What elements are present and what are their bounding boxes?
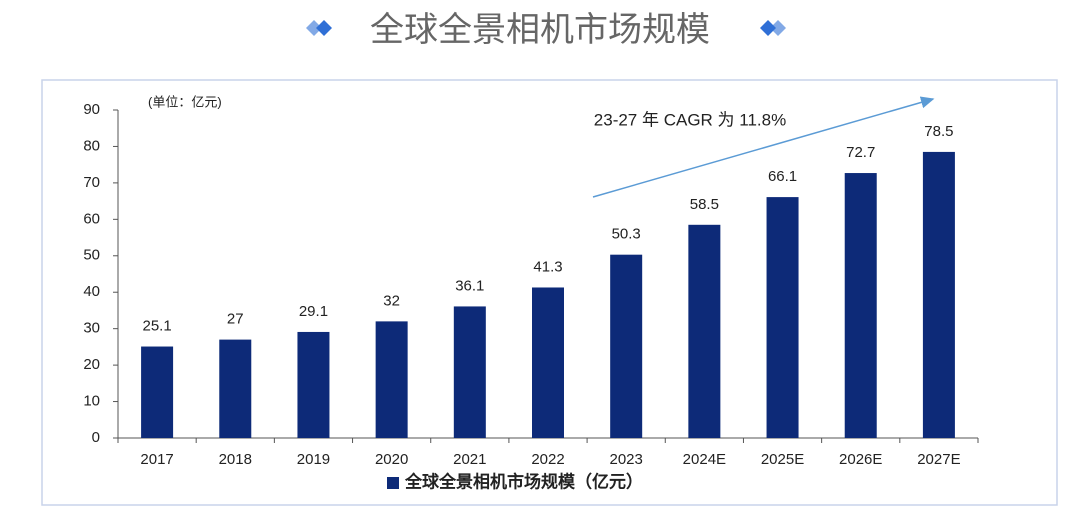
value-label: 50.3 [612, 226, 641, 243]
value-label: 78.5 [924, 123, 953, 140]
bar [844, 173, 877, 438]
bar [141, 346, 174, 438]
y-tick-label: 20 [83, 356, 100, 373]
value-label: 32 [383, 292, 400, 309]
title-icon-right [760, 20, 786, 36]
y-tick-label: 30 [83, 320, 100, 337]
y-tick-label: 80 [83, 137, 100, 154]
x-tick-label: 2027E [917, 451, 960, 468]
value-label: 41.3 [533, 258, 562, 275]
y-tick-label: 10 [83, 393, 100, 410]
y-tick-label: 40 [83, 283, 100, 300]
y-tick-label: 0 [92, 429, 100, 446]
bar [219, 339, 252, 438]
x-tick-label: 2023 [609, 451, 642, 468]
value-label: 72.7 [846, 144, 875, 161]
x-tick-label: 2020 [375, 451, 408, 468]
x-tick-label: 2017 [140, 451, 173, 468]
y-tick-label: 60 [83, 210, 100, 227]
bar [297, 331, 330, 438]
bar [688, 224, 721, 438]
x-tick-label: 2022 [531, 451, 564, 468]
x-tick-label: 2019 [297, 451, 330, 468]
bar [922, 151, 955, 438]
x-tick-label: 2025E [761, 451, 804, 468]
title-icon-left [306, 20, 332, 36]
value-label: 66.1 [768, 168, 797, 185]
bar [453, 306, 486, 438]
page-title: 全球全景相机市场规模 [370, 11, 710, 49]
trend-arrow [592, 96, 935, 198]
y-tick-label: 70 [83, 174, 100, 191]
y-tick-label: 90 [83, 101, 100, 118]
chart-panel [41, 79, 1058, 506]
value-label: 29.1 [299, 303, 328, 320]
value-label: 58.5 [690, 196, 719, 213]
bar [610, 254, 643, 438]
x-tick-label: 2024E [683, 451, 726, 468]
legend-swatch [387, 477, 399, 489]
bar [375, 321, 408, 438]
x-tick-label: 2021 [453, 451, 486, 468]
x-tick-label: 2018 [219, 451, 252, 468]
unit-note: (单位：亿元) [148, 94, 222, 109]
value-label: 36.1 [455, 277, 484, 294]
legend-label: 全球全景相机市场规模（亿元） [404, 471, 643, 491]
y-tick-label: 50 [83, 247, 100, 264]
annotation: 23-27 年 CAGR 为 11.8% [594, 110, 786, 129]
x-tick-label: 2026E [839, 451, 882, 468]
value-label: 27 [227, 311, 244, 328]
value-label: 25.1 [142, 317, 171, 334]
bar [766, 197, 799, 438]
bar [532, 287, 564, 438]
